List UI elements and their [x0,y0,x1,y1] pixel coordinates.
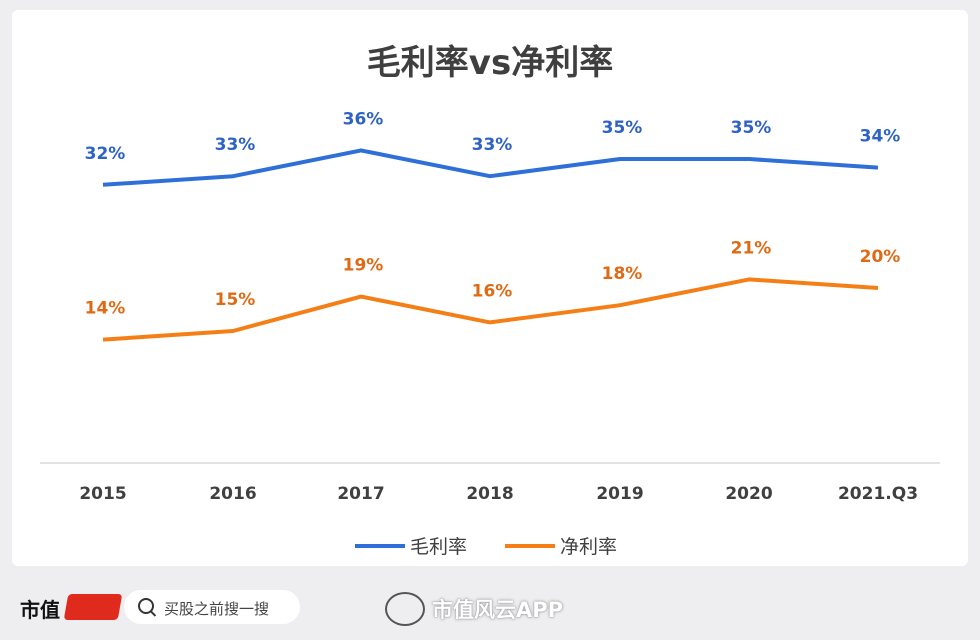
data-label: 14% [85,299,126,319]
x-tick-label: 2019 [596,484,643,504]
series-line-0 [102,148,879,187]
x-tick-label: 2016 [209,484,256,504]
chart-card [12,10,968,566]
search-icon [138,598,154,614]
search-box[interactable]: 买股之前搜一搜 [124,590,300,624]
data-label: 34% [860,127,901,147]
x-tick-label: 2020 [725,484,772,504]
data-label: 19% [343,256,384,276]
data-label: 21% [731,238,772,258]
app-name: 市值风云APP [432,598,564,622]
weibo-icon [385,592,425,626]
data-label: 15% [215,290,256,310]
data-label: 36% [343,109,384,129]
x-tick-label: 2015 [79,484,126,504]
x-tick-label: 2017 [337,484,384,504]
legend-label: 毛利率 [410,536,467,558]
data-label: 33% [472,135,513,155]
brand-name: 市值 [20,598,60,622]
data-label: 18% [602,264,643,284]
data-label: 20% [860,247,901,267]
brand-logo [63,594,123,620]
search-placeholder: 买股之前搜一搜 [164,600,270,618]
data-label: 33% [215,135,256,155]
x-tick-label: 2018 [466,484,513,504]
data-label: 35% [602,118,643,138]
data-label: 16% [472,281,513,301]
data-label: 32% [85,144,126,164]
legend-label: 净利率 [560,536,617,558]
x-tick-label: 2021.Q3 [838,484,918,504]
chart-title: 毛利率vs净利率 [367,43,613,83]
data-label: 35% [731,118,772,138]
